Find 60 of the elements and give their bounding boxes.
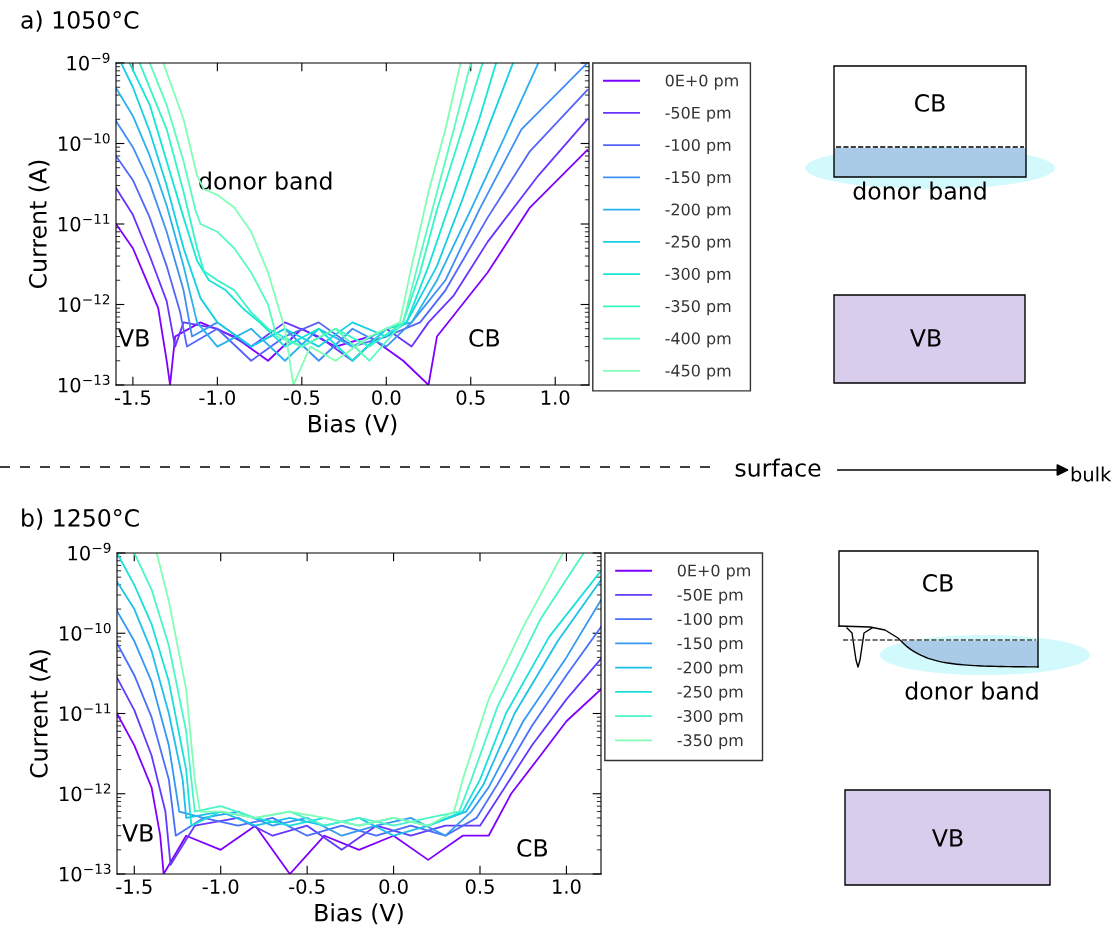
- legend-label: -350 pm: [665, 300, 731, 316]
- x-tick-label: -1.0: [202, 879, 239, 894]
- legend-label: -300 pm: [665, 267, 731, 284]
- annotation: VB: [122, 824, 153, 842]
- legend-label: -200 pm: [665, 203, 731, 219]
- legend-label: -400 pm: [665, 332, 731, 348]
- legend-label: -150 pm: [677, 637, 743, 653]
- chart-title: b) 1250°C: [22, 508, 139, 530]
- line-series: [117, 657, 601, 866]
- x-tick-label: 0.0: [379, 879, 408, 894]
- legend-label: -250 pm: [665, 235, 731, 251]
- annotation: CB: [517, 838, 548, 857]
- x-tick-label: -0.5: [289, 879, 325, 894]
- text: donor band: [905, 681, 1038, 700]
- x-tick-label: 0.0: [372, 390, 401, 405]
- text: bulk: [1071, 466, 1112, 482]
- y-tick-label: 10$^{−10}$: [59, 133, 110, 152]
- legend-label: -350 pm: [677, 734, 743, 750]
- legend-label: -450 pm: [665, 364, 731, 380]
- text: surface: [735, 458, 821, 477]
- y-tick-label: 10$^{−12}$: [59, 294, 110, 313]
- legend-label: -300 pm: [677, 709, 743, 726]
- legend-label: 0E+0 pm: [665, 74, 738, 90]
- text: VB: [910, 329, 941, 347]
- chart-title: a) 1050°C: [21, 10, 139, 32]
- legend-label: -200 pm: [677, 661, 743, 677]
- x-tick-label: -1.5: [114, 390, 151, 405]
- legend-label: 0E+0 pm: [677, 564, 750, 580]
- y-axis-title: Current (A): [29, 650, 51, 778]
- y-tick-label: 10$^{−13}$: [59, 374, 110, 393]
- y-axis-title: Current (A): [28, 160, 50, 289]
- y-tick-label: 10$^{−9}$: [67, 52, 110, 71]
- legend-label: -100 pm: [665, 138, 731, 155]
- text: donor band: [853, 181, 986, 200]
- legend-label: -150 pm: [665, 171, 731, 187]
- annotation: VB: [118, 329, 149, 347]
- x-tick-label: -0.5: [283, 390, 320, 405]
- text: VB: [932, 829, 963, 847]
- x-axis-title: Bias (V): [315, 903, 403, 925]
- annotation: donor band: [199, 171, 332, 190]
- x-axis-title: Bias (V): [309, 414, 397, 436]
- y-tick-label: 10$^{−13}$: [60, 863, 111, 882]
- x-tick-label: 1.0: [553, 879, 581, 894]
- legend-label: -50E pm: [677, 588, 743, 604]
- x-tick-label: -1.0: [199, 390, 236, 405]
- y-tick-label: 10$^{−10}$: [60, 622, 111, 641]
- legend-label: -250 pm: [677, 685, 743, 701]
- y-tick-label: 10$^{−9}$: [68, 542, 111, 561]
- x-tick-label: 0.5: [456, 390, 485, 405]
- legend-label: -100 pm: [677, 612, 743, 629]
- x-tick-label: 1.0: [541, 390, 570, 405]
- legend-label: -50E pm: [665, 106, 731, 122]
- x-tick-label: 0.5: [465, 879, 494, 894]
- y-tick-label: 10$^{−11}$: [59, 213, 110, 232]
- annotation: CB: [469, 328, 500, 347]
- y-tick-label: 10$^{−11}$: [60, 703, 111, 722]
- x-tick-label: -1.5: [116, 879, 152, 894]
- y-tick-label: 10$^{−12}$: [60, 783, 111, 802]
- text: CB: [922, 573, 953, 592]
- text: CB: [914, 93, 945, 112]
